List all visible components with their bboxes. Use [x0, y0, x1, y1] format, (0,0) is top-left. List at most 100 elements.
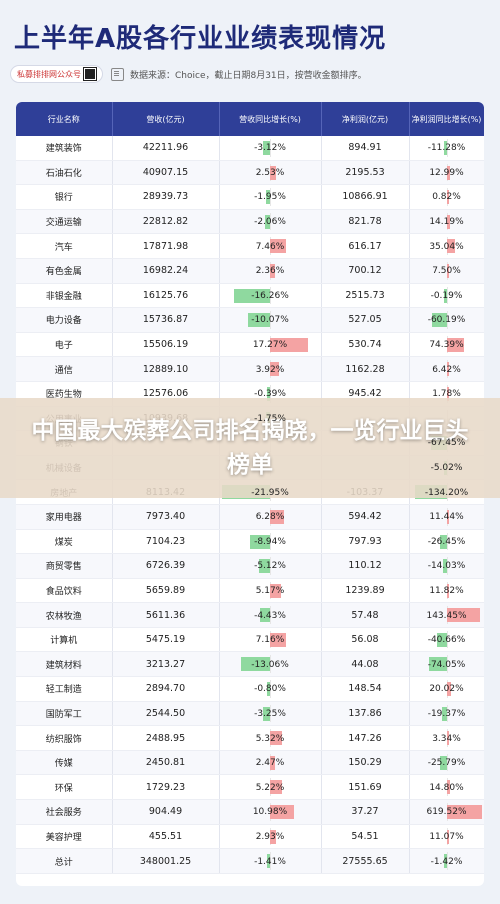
industry-name: 社会服务 [16, 799, 113, 825]
table-row[interactable]: 石油石化 40907.15 2.53% 2195.53 12.99% [16, 160, 484, 186]
page-title: 上半年A股各行业业绩表现情况 [14, 24, 387, 54]
growth-label: 5.22% [255, 782, 285, 793]
profit-value: 27555.65 [321, 848, 410, 874]
table-row[interactable]: 农林牧渔 5611.36 -4.43% 57.48 143.45% [16, 602, 484, 628]
table-row[interactable]: 轻工制造 2894.70 -0.80% 148.54 20.02% [16, 676, 484, 702]
profit-value: 151.69 [321, 774, 410, 801]
industry-name: 纺织服饰 [16, 725, 113, 751]
revenue-yoy-cell: -3.25% [219, 701, 322, 727]
industry-name: 有色金属 [16, 258, 113, 284]
table-row[interactable]: 汽车 17871.98 7.46% 616.17 35.04% [16, 233, 484, 259]
growth-label: -0.80% [254, 684, 286, 695]
industry-name: 石油石化 [16, 160, 113, 186]
profit-yoy-cell: 20.02% [409, 676, 484, 702]
growth-bar-positive [270, 509, 284, 524]
growth-bar-positive [446, 682, 452, 697]
table-row[interactable]: 煤炭 7104.23 -8.94% 797.93 -26.45% [16, 529, 484, 555]
table-row[interactable]: 建筑装饰 42211.96 -3.12% 894.91 -11.28% [16, 136, 484, 161]
profit-yoy-cell: -14.03% [409, 553, 484, 579]
growth-label: 12.99% [429, 167, 464, 178]
growth-label: -21.95% [251, 487, 289, 498]
profit-value: 1239.89 [321, 578, 410, 604]
growth-label: -8.94% [254, 536, 286, 547]
revenue-value: 15736.87 [112, 307, 220, 333]
table-row[interactable]: 社会服务 904.49 10.98% 37.27 619.52% [16, 799, 484, 825]
growth-label: -1.75% [254, 413, 286, 424]
growth-bar-positive [446, 362, 449, 377]
table-row[interactable]: 电力设备 15736.87 -10.07% 527.05 -60.19% [16, 307, 484, 333]
revenue-value: 40907.15 [112, 160, 220, 186]
table-row[interactable]: 非银金融 16125.76 -16.26% 2515.73 -0.19% [16, 283, 484, 309]
revenue-value: 28939.73 [112, 184, 220, 210]
growth-label: -13.06% [251, 659, 289, 670]
growth-bar-positive [446, 583, 450, 598]
profit-yoy-cell: -11.28% [409, 136, 484, 161]
industry-name: 家用电器 [16, 504, 113, 530]
revenue-yoy-cell: 7.16% [219, 627, 322, 653]
industry-name: 总计 [16, 848, 113, 874]
profit-yoy-cell: 11.44% [409, 504, 484, 530]
table-row[interactable]: 传媒 2450.81 2.47% 150.29 -25.79% [16, 750, 484, 776]
profit-value: 150.29 [321, 750, 410, 776]
growth-label: 5.32% [255, 733, 285, 744]
profit-yoy-cell: 12.99% [409, 160, 484, 186]
revenue-yoy-cell: 7.46% [219, 233, 322, 259]
growth-label: 14.19% [429, 217, 464, 228]
profit-value: 2515.73 [321, 283, 410, 309]
profit-yoy-cell: 14.19% [409, 209, 484, 235]
profit-yoy-cell: 74.39% [409, 332, 484, 358]
table-row[interactable]: 电子 15506.19 17.27% 530.74 74.39% [16, 332, 484, 358]
industry-name: 非银金融 [16, 283, 113, 309]
growth-label: 0.82% [432, 192, 461, 203]
table-row[interactable]: 有色金属 16982.24 2.36% 700.12 7.50% [16, 258, 484, 284]
revenue-yoy-cell: 2.47% [219, 750, 322, 776]
table-row[interactable]: 食品饮料 5659.89 5.17% 1239.89 11.82% [16, 578, 484, 604]
profit-value: 137.86 [321, 701, 410, 727]
revenue-yoy-cell: 2.93% [219, 824, 322, 850]
growth-bar-negative [263, 141, 270, 155]
profit-value: 2195.53 [321, 160, 410, 186]
industry-name: 轻工制造 [16, 676, 113, 702]
growth-bar-positive [270, 583, 282, 598]
table-row[interactable]: 国防军工 2544.50 -3.25% 137.86 -19.37% [16, 701, 484, 727]
table-row[interactable]: 商贸零售 6726.39 -5.12% 110.12 -14.03% [16, 553, 484, 579]
growth-bar-negative [241, 657, 270, 672]
growth-bar-negative [262, 706, 270, 721]
growth-bar-positive [270, 263, 276, 278]
profit-value: 530.74 [321, 332, 410, 358]
table-row[interactable]: 计算机 5475.19 7.16% 56.08 -40.66% [16, 627, 484, 653]
growth-label: -11.28% [427, 143, 466, 154]
revenue-yoy-cell: -5.12% [219, 553, 322, 579]
table-row[interactable]: 通信 12889.10 3.92% 1162.28 6.42% [16, 356, 484, 382]
revenue-value: 42211.96 [112, 136, 220, 161]
growth-bar-positive [446, 386, 449, 401]
revenue-value: 904.49 [112, 799, 220, 825]
profit-yoy-cell: -40.66% [409, 627, 484, 653]
growth-label: 5.17% [255, 585, 285, 596]
growth-bar-negative [266, 854, 270, 869]
table-row[interactable]: 家用电器 7973.40 6.28% 594.42 11.44% [16, 504, 484, 530]
column-header: 行业名称 [16, 102, 113, 136]
overlay-banner: 中国最大殡葬公司排名揭晓，一览行业巨头榜单 [0, 398, 500, 498]
column-header: 净利润(亿元) [321, 102, 410, 136]
profit-yoy-cell: 14.80% [409, 774, 484, 801]
table-row[interactable]: 建筑材料 3213.27 -13.06% 44.08 -74.05% [16, 651, 484, 678]
table-row[interactable]: 美容护理 455.51 2.93% 54.51 11.07% [16, 824, 484, 850]
revenue-yoy-cell: -2.06% [219, 209, 322, 235]
growth-bar-negative [258, 559, 270, 574]
table-row[interactable]: 银行 28939.73 -1.95% 10866.91 0.82% [16, 184, 484, 210]
table-row[interactable]: 交通运输 22812.82 -2.06% 821.78 14.19% [16, 209, 484, 235]
revenue-yoy-cell: -1.95% [219, 184, 322, 210]
profit-value: 894.91 [321, 136, 410, 161]
table-row[interactable]: 总计 348001.25 -1.41% 27555.65 -1.42% [16, 848, 484, 874]
growth-label: 1.78% [432, 389, 461, 400]
revenue-yoy-cell: 6.28% [219, 504, 322, 530]
growth-label: -60.19% [427, 315, 466, 326]
profit-value: 54.51 [321, 824, 410, 850]
revenue-yoy-cell: -1.41% [219, 848, 322, 874]
account-badge[interactable]: 私募排排网公众号 [10, 65, 103, 83]
table-row[interactable]: 纺织服饰 2488.95 5.32% 147.26 3.34% [16, 725, 484, 751]
table-row[interactable]: 环保 1729.23 5.22% 151.69 14.80% [16, 774, 484, 801]
growth-label: 6.42% [432, 364, 461, 375]
overlay-headline: 中国最大殡葬公司排名揭晓，一览行业巨头榜单 [31, 418, 469, 478]
